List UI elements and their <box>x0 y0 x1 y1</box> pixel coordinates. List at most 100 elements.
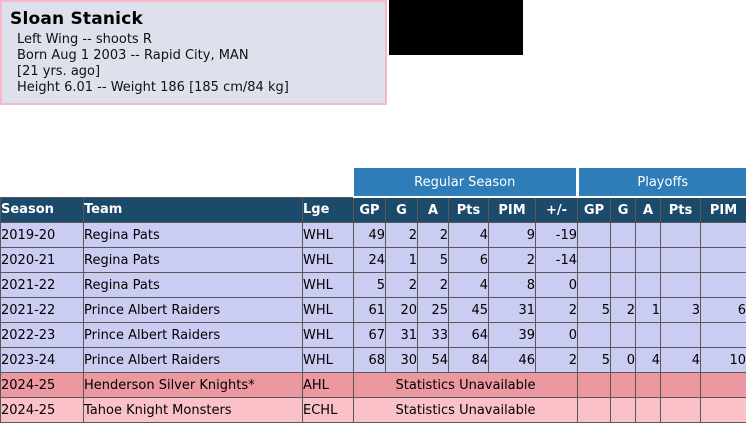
stat-cell: 20 <box>385 297 418 323</box>
stat-cell <box>660 247 702 273</box>
table-row: 2019-20 Regina Pats WHL 49 2 2 4 9 -19 <box>0 222 746 248</box>
table-row-unavailable: 2024-25 Henderson Silver Knights* AHL St… <box>0 372 746 398</box>
stat-cell: 24 <box>353 247 386 273</box>
stat-cell <box>610 222 637 248</box>
col-header-gp: GP <box>353 196 386 223</box>
league-cell: WHL <box>302 297 354 323</box>
player-born-line: Born Aug 1 2003 -- Rapid City, MAN <box>17 48 249 63</box>
stat-cell: 84 <box>448 347 489 373</box>
player-position-line: Left Wing -- shoots R <box>17 32 152 47</box>
stat-cell <box>700 247 746 273</box>
col-header-playoff-a: A <box>635 196 662 223</box>
player-name: Sloan Stanick <box>10 9 143 29</box>
stat-cell <box>577 222 612 248</box>
stat-cell <box>577 397 612 423</box>
team-cell: Regina Pats <box>83 247 303 273</box>
col-header-playoff-g: G <box>610 196 637 223</box>
player-height-weight-line: Height 6.01 -- Weight 186 [185 cm/84 kg] <box>17 80 289 95</box>
career-stats-table: Regular Season Playoffs Season Team Lge … <box>0 168 746 423</box>
season-cell: 2021-22 <box>0 297 84 323</box>
stat-cell: 30 <box>385 347 418 373</box>
player-age-line: [21 yrs. ago] <box>17 64 101 79</box>
stat-cell <box>635 222 662 248</box>
stat-cell: 10 <box>700 347 746 373</box>
stat-cell <box>660 372 702 398</box>
col-header-g: G <box>385 196 418 223</box>
col-header-pts: Pts <box>448 196 489 223</box>
league-cell: AHL <box>302 372 354 398</box>
stat-cell <box>610 247 637 273</box>
stat-cell <box>635 372 662 398</box>
stat-cell <box>577 372 612 398</box>
stat-cell <box>660 222 702 248</box>
table-row: 2020-21 Regina Pats WHL 24 1 5 6 2 -14 <box>0 247 746 273</box>
column-header-row: Season Team Lge GP G A Pts PIM +/- GP G … <box>0 196 746 223</box>
season-cell: 2021-22 <box>0 272 84 298</box>
season-cell: 2024-25 <box>0 372 84 398</box>
team-cell: Prince Albert Raiders <box>83 322 303 348</box>
table-row: 2021-22 Prince Albert Raiders WHL 61 20 … <box>0 297 746 323</box>
col-header-pim: PIM <box>488 196 536 223</box>
stat-cell <box>700 322 746 348</box>
team-cell: Regina Pats <box>83 222 303 248</box>
regular-season-group-header: Regular Season <box>353 168 578 198</box>
stat-cell: 2 <box>534 347 579 373</box>
season-cell: 2019-20 <box>0 222 84 248</box>
season-cell: 2024-25 <box>0 397 84 423</box>
league-cell: WHL <box>302 322 354 348</box>
group-header-spacer <box>0 168 354 197</box>
stat-cell: 1 <box>385 247 418 273</box>
stat-cell <box>577 272 612 298</box>
stat-cell: 68 <box>353 347 386 373</box>
team-cell: Prince Albert Raiders <box>83 347 303 373</box>
stat-cell: 5 <box>353 272 386 298</box>
stat-cell: 4 <box>448 272 489 298</box>
stat-cell <box>610 397 637 423</box>
stat-cell: 6 <box>700 297 746 323</box>
table-row: 2022-23 Prince Albert Raiders WHL 67 31 … <box>0 322 746 348</box>
league-cell: ECHL <box>302 397 354 423</box>
stat-cell: 5 <box>577 347 612 373</box>
team-cell: Prince Albert Raiders <box>83 297 303 323</box>
stat-cell <box>635 272 662 298</box>
player-info-card: Sloan Stanick Left Wing -- shoots R Born… <box>0 0 387 105</box>
stat-cell: 6 <box>448 247 489 273</box>
group-header-row: Regular Season Playoffs <box>0 168 746 198</box>
stat-cell: 5 <box>417 247 449 273</box>
stat-cell: 67 <box>353 322 386 348</box>
stat-cell: 49 <box>353 222 386 248</box>
stat-cell: 4 <box>448 222 489 248</box>
col-header-season: Season <box>0 196 84 223</box>
table-row: 2021-22 Regina Pats WHL 5 2 2 4 8 0 <box>0 272 746 298</box>
stat-cell <box>635 322 662 348</box>
stat-cell: 2 <box>385 222 418 248</box>
stat-cell <box>610 322 637 348</box>
stat-cell: 39 <box>488 322 536 348</box>
stat-cell: 31 <box>488 297 536 323</box>
stat-cell: 54 <box>417 347 449 373</box>
stat-cell: 2 <box>610 297 637 323</box>
team-cell: Henderson Silver Knights* <box>83 372 303 398</box>
stat-cell: 45 <box>448 297 489 323</box>
stat-cell <box>700 397 746 423</box>
stat-cell: 25 <box>417 297 449 323</box>
stat-cell: 64 <box>448 322 489 348</box>
stat-cell <box>700 372 746 398</box>
stat-cell: 3 <box>660 297 702 323</box>
col-header-team: Team <box>83 196 303 223</box>
stat-cell <box>635 247 662 273</box>
season-cell: 2022-23 <box>0 322 84 348</box>
stat-cell: -19 <box>534 222 579 248</box>
stat-cell <box>577 322 612 348</box>
season-cell: 2023-24 <box>0 347 84 373</box>
playoffs-group-header: Playoffs <box>576 168 746 198</box>
stat-cell: 4 <box>660 347 702 373</box>
stat-cell: 2 <box>417 222 449 248</box>
stats-unavailable-note: Statistics Unavailable <box>352 397 579 423</box>
league-cell: WHL <box>302 272 354 298</box>
stat-cell: 4 <box>635 347 662 373</box>
stat-cell: 2 <box>488 247 536 273</box>
stat-cell: 8 <box>488 272 536 298</box>
league-cell: WHL <box>302 222 354 248</box>
